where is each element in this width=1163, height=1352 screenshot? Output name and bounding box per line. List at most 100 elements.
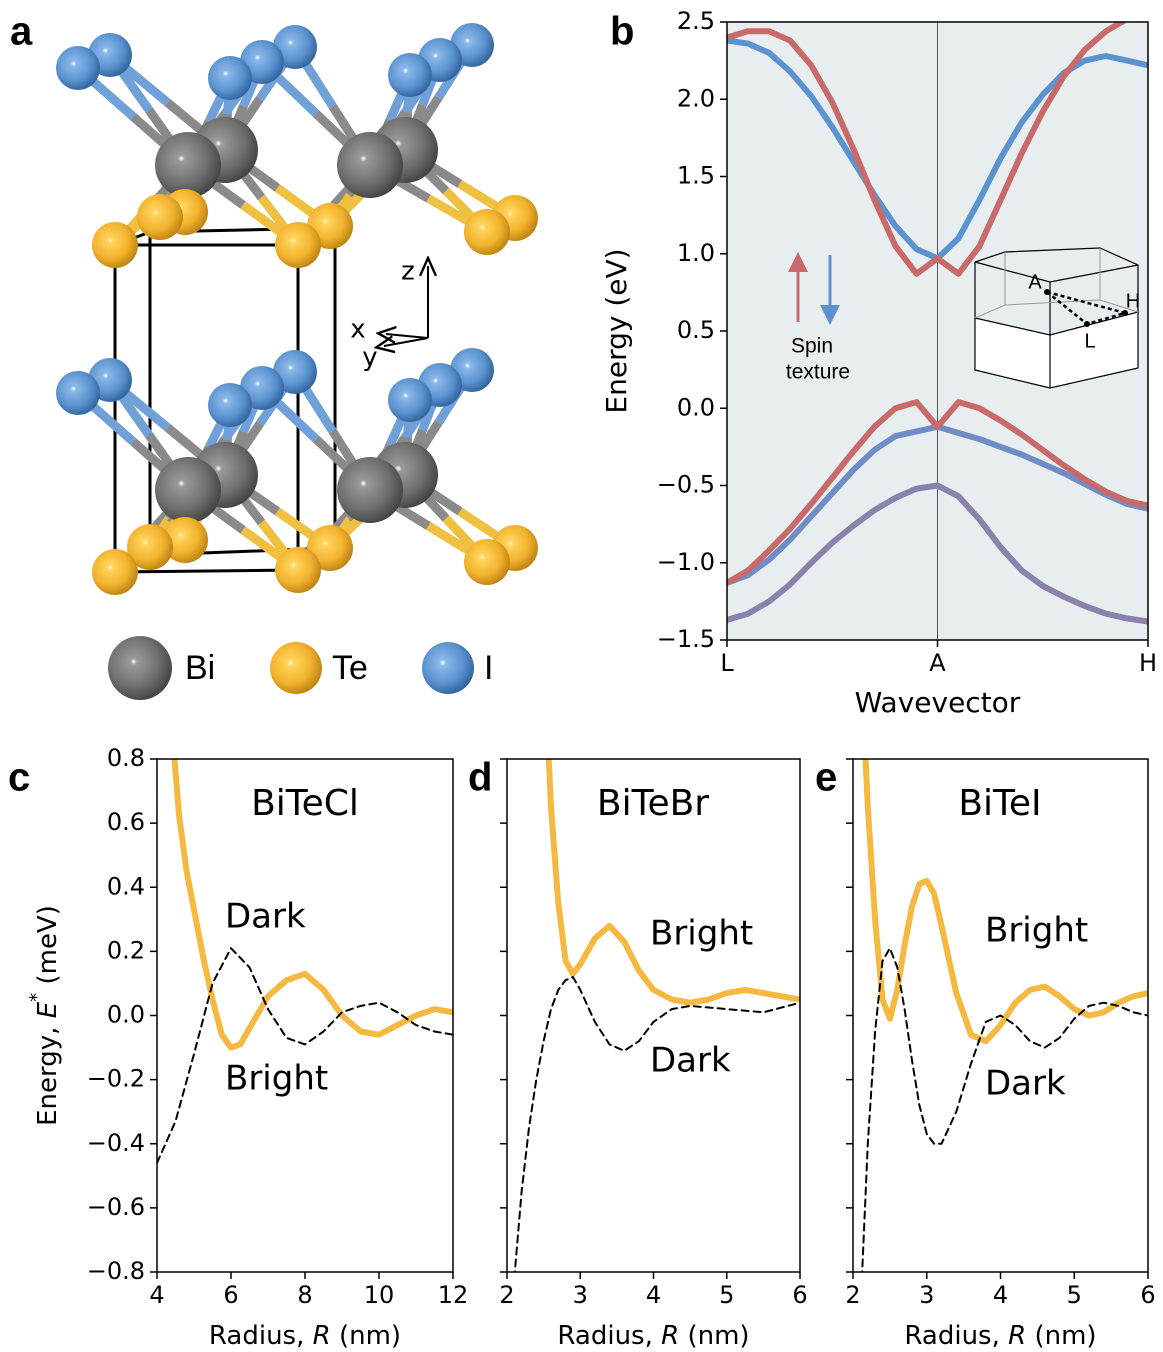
x-tick-label: 2: [499, 1281, 514, 1309]
y-tick-label: 1.0: [677, 239, 715, 267]
axis-name: x: [350, 315, 365, 345]
series-line: [157, 948, 453, 1163]
chart: 23456BrightDarkeBiTeIRadius, R (nm): [815, 727, 1156, 1351]
y-tick-label: 0.8: [107, 744, 145, 772]
axis-label-part: Radius,: [209, 1321, 313, 1351]
legend-label: Te: [332, 649, 368, 687]
legend-atom: [108, 636, 172, 700]
x-tick-label: 8: [297, 1281, 312, 1309]
axis-label-part: Radius,: [904, 1321, 1008, 1351]
atom: [137, 194, 183, 240]
series-line: [172, 727, 453, 1048]
axis-label-part: R: [1008, 1321, 1026, 1351]
axis-label-part: Radius,: [557, 1321, 661, 1351]
figure: zxyBiTeI a −1.5−1.0−0.50.00.51.01.52.02.…: [0, 0, 1163, 1352]
annotation: Spin: [791, 335, 833, 358]
annotation: texture: [786, 361, 850, 384]
y-tick-label: −0.8: [87, 1257, 145, 1285]
y-tick-label: −0.6: [87, 1193, 145, 1221]
legend-atom: [270, 642, 322, 694]
x-tick-label: 4: [149, 1281, 164, 1309]
series-label: Dark: [650, 1041, 731, 1081]
y-tick-label: 0.4: [107, 872, 145, 900]
axis-label-part: (nm): [331, 1321, 401, 1351]
x-tick-label: A: [929, 649, 946, 677]
atom: [155, 457, 221, 523]
y-tick-label: −0.2: [87, 1065, 145, 1093]
inset-point: [1084, 321, 1090, 327]
panel-label: e: [815, 756, 837, 800]
axis-label-part: *: [27, 993, 48, 1002]
x-tick-label: 6: [223, 1281, 238, 1309]
x-tick-label: 3: [573, 1281, 588, 1309]
series-label: Bright: [650, 914, 753, 954]
axis-label: Energy (eV): [600, 248, 633, 413]
series-line: [547, 727, 800, 1003]
atom: [92, 222, 138, 268]
atom: [388, 378, 432, 422]
atom: [155, 132, 221, 198]
series-label: Bright: [225, 1059, 328, 1099]
x-tick-label: 2: [845, 1281, 860, 1309]
inset-label: A: [1028, 271, 1042, 293]
plot-frame: [157, 759, 453, 1272]
y-tick-label: −0.4: [87, 1129, 145, 1157]
y-tick-label: 0.5: [677, 316, 715, 344]
y-tick-label: −0.5: [657, 471, 715, 499]
y-tick-label: 0.0: [107, 1001, 145, 1029]
x-tick-label: 5: [1067, 1281, 1082, 1309]
axis-arrow: [384, 338, 428, 346]
axis-label-part: E: [33, 1001, 63, 1018]
x-tick-label: 10: [364, 1281, 395, 1309]
atom: [275, 547, 321, 593]
chart: −0.8−0.6−0.4−0.20.00.20.40.60.84681012Br…: [8, 727, 468, 1351]
atom: [275, 222, 321, 268]
axis-label-part: R: [661, 1321, 679, 1351]
legend-atom: [422, 642, 474, 694]
axis-label-part: (nm): [679, 1321, 749, 1351]
y-tick-label: 2.5: [677, 7, 715, 35]
series-label: Bright: [985, 911, 1088, 951]
unit-cell-edge: [115, 570, 298, 572]
chart: −1.5 −1.0 −0.5 0.0 0.5 1.0 1.5 2.0 2.5 L A Hb Waveve…: [600, 7, 1157, 719]
chart-title: BiTeI: [958, 783, 1041, 824]
y-tick-label: 0.6: [107, 808, 145, 836]
x-tick-label: 12: [438, 1281, 469, 1309]
axis-label-part: (nm): [1026, 1321, 1096, 1351]
y-tick-label: −1.5: [657, 625, 715, 653]
atom: [464, 209, 510, 255]
inset-label: H: [1126, 290, 1140, 312]
x-tick-label: 4: [646, 1281, 661, 1309]
y-tick-label: 1.5: [677, 162, 715, 190]
panel-label: b: [610, 10, 634, 54]
axis-label-part: R: [313, 1321, 331, 1351]
atom: [92, 549, 138, 595]
x-tick-label: 6: [792, 1281, 807, 1309]
axis-label-part: (meV): [33, 905, 63, 993]
panel-label: d: [468, 756, 492, 800]
atom: [56, 46, 100, 90]
axis-label-part: Energy,: [33, 1018, 63, 1126]
panel-label: c: [8, 756, 30, 800]
x-tick-label: 6: [1140, 1281, 1155, 1309]
y-tick-label: 0.0: [677, 393, 715, 421]
axis-label: Wavevector: [855, 686, 1021, 719]
x-tick-label: 5: [719, 1281, 734, 1309]
inset-label: L: [1084, 330, 1095, 352]
atom: [388, 53, 432, 97]
chart-title: BiTeCl: [251, 783, 359, 824]
atom: [337, 132, 403, 198]
x-tick-label: L: [720, 649, 734, 677]
y-tick-label: 2.0: [677, 84, 715, 112]
y-tick-label: −1.0: [657, 548, 715, 576]
atom: [56, 371, 100, 415]
axis-label: Radius, R (nm): [904, 1321, 1096, 1351]
series-label: Dark: [985, 1064, 1066, 1104]
series-line: [514, 977, 800, 1278]
inset-point: [1044, 289, 1050, 295]
axis-arrow: [386, 334, 428, 338]
series-line: [864, 727, 1148, 1041]
axis-label: Radius, R (nm): [209, 1321, 401, 1351]
